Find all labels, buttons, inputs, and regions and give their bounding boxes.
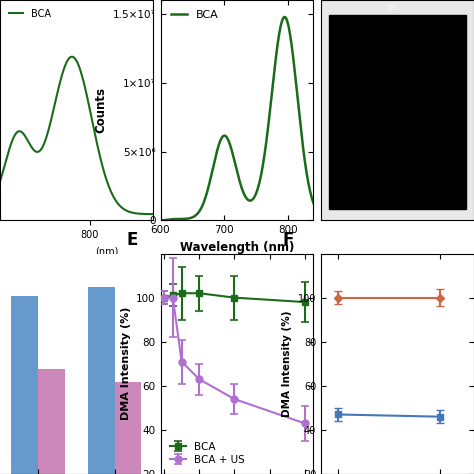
Bar	[11, 296, 38, 474]
Text: H₂O: H₂O	[333, 57, 350, 66]
Text: 0: 0	[387, 4, 392, 13]
Y-axis label: DMA Intensity (%): DMA Intensity (%)	[120, 307, 130, 420]
Bar	[38, 369, 65, 474]
Text: E: E	[127, 231, 138, 249]
Legend: BCA: BCA	[5, 5, 55, 23]
Y-axis label: Counts: Counts	[94, 87, 108, 133]
Bar	[329, 16, 466, 210]
Y-axis label: DMA Intensity (%): DMA Intensity (%)	[283, 310, 292, 417]
Text: DMSO: DMSO	[333, 154, 356, 163]
X-axis label: (nm): (nm)	[95, 247, 118, 257]
Bar	[115, 383, 141, 474]
Text: F: F	[283, 231, 294, 249]
Bar	[88, 287, 115, 474]
Legend: BCA: BCA	[166, 6, 223, 25]
X-axis label: Wavelength (nm): Wavelength (nm)	[180, 241, 294, 254]
Legend: BCA, BCA + US: BCA, BCA + US	[166, 438, 249, 469]
